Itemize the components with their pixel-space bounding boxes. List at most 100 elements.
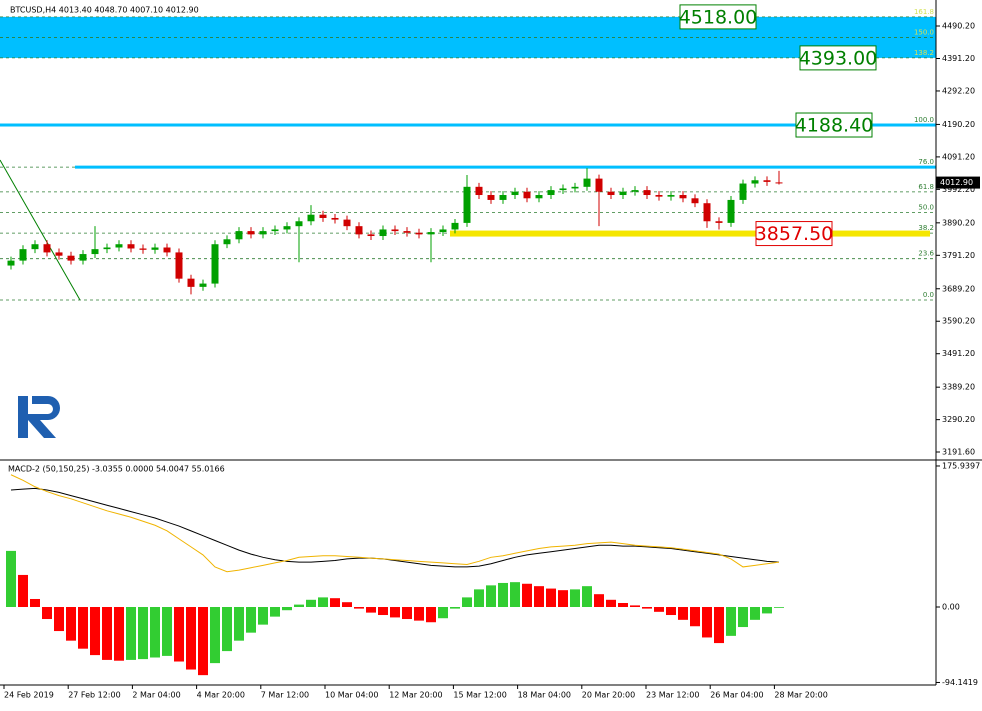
fib-label: 0.0 <box>923 291 934 299</box>
target-box <box>679 4 757 30</box>
candle-body <box>511 191 519 196</box>
candle-body <box>79 254 87 261</box>
histogram-bar <box>354 607 364 609</box>
x-tick-label: 2 Mar 04:00 <box>132 691 180 700</box>
candle-body <box>715 221 723 223</box>
candle-body <box>151 247 159 250</box>
candle-body <box>595 178 603 192</box>
target-label: 4518.00 <box>679 6 758 28</box>
histogram-bar <box>6 550 16 608</box>
candle-body <box>55 252 63 256</box>
histogram-bar <box>438 607 448 619</box>
candle-body <box>7 260 15 266</box>
histogram-bar <box>30 598 40 608</box>
histogram-bar <box>714 607 724 644</box>
fib-label: 50.0 <box>918 203 934 211</box>
candle-body <box>499 195 507 200</box>
histogram-bar <box>390 607 400 618</box>
y-tick-label: -94.1419 <box>942 678 978 687</box>
histogram-bar <box>150 607 160 658</box>
target-box <box>799 45 877 71</box>
histogram-bar <box>54 607 64 632</box>
candle-body <box>667 195 675 197</box>
indicator-title: MACD-2 (50,150,25) -3.0355 0.0000 54.004… <box>8 465 225 474</box>
y-tick-label: 0.00 <box>942 603 960 612</box>
histogram-bar <box>570 589 580 608</box>
fib-label: 38.2 <box>918 224 934 232</box>
candle-body <box>43 244 51 253</box>
candle-body <box>67 255 75 261</box>
histogram-bar <box>594 594 604 608</box>
candle-body <box>631 190 639 192</box>
candle-body <box>571 186 579 189</box>
y-tick-label: 4391.20 <box>942 54 975 63</box>
candle-body <box>115 244 123 248</box>
y-tick-label: 3590.20 <box>942 317 975 326</box>
candle-body <box>355 226 363 235</box>
candle-body <box>199 283 207 287</box>
target-label: 4393.00 <box>799 47 878 69</box>
x-tick-label: 27 Feb 12:00 <box>68 691 120 700</box>
y-tick-label: 3491.20 <box>942 349 975 358</box>
target-label: 3857.50 <box>755 223 834 245</box>
target-box <box>755 221 833 247</box>
candle-body <box>331 217 339 220</box>
candle-body <box>283 226 291 230</box>
histogram-bar <box>678 607 688 620</box>
candle-body <box>607 191 615 196</box>
x-tick-label: 26 Mar 04:00 <box>710 691 763 700</box>
histogram-bar <box>738 607 748 628</box>
histogram-bar <box>762 607 772 614</box>
candle-body <box>439 229 447 233</box>
candle-body <box>259 231 267 235</box>
current-price-label: 4012.90 <box>940 178 973 187</box>
candle-body <box>703 203 711 222</box>
candle-body <box>619 191 627 196</box>
histogram-bar <box>414 607 424 621</box>
histogram-bar <box>510 582 520 608</box>
candle-body <box>583 178 591 187</box>
histogram-bar <box>666 607 676 616</box>
x-tick-label: 12 Mar 20:00 <box>389 691 442 700</box>
candle-body <box>211 244 219 284</box>
histogram-bar <box>282 607 292 611</box>
histogram-bar <box>222 607 232 652</box>
candle-body <box>523 191 531 199</box>
histogram-bar <box>138 607 148 660</box>
logo-part <box>28 396 60 438</box>
candle-body <box>643 190 651 196</box>
histogram-bar <box>606 599 616 608</box>
candle-body <box>559 188 567 191</box>
logo <box>18 396 60 438</box>
histogram-bar <box>522 583 532 608</box>
histogram-bar <box>42 607 52 620</box>
x-tick-label: 7 Mar 12:00 <box>261 691 309 700</box>
histogram-bar <box>330 598 340 608</box>
candle-body <box>103 247 111 250</box>
y-tick-label: 3890.20 <box>942 218 975 227</box>
trend-line <box>0 159 81 301</box>
histogram-bar <box>78 607 88 649</box>
candle-body <box>163 247 171 253</box>
x-tick-label: 15 Mar 12:00 <box>453 691 506 700</box>
candle-body <box>415 232 423 235</box>
histogram-bar <box>654 607 664 612</box>
candle-body <box>379 229 387 237</box>
histogram-bar <box>258 607 268 625</box>
x-tick-label: 20 Mar 20:00 <box>582 691 635 700</box>
y-tick-label: 4292.20 <box>942 86 975 95</box>
candle-body <box>775 182 783 184</box>
histogram-bar <box>102 607 112 660</box>
candle-body <box>91 249 99 255</box>
histogram-bar <box>18 574 28 608</box>
candle-body <box>751 180 759 184</box>
candle-body <box>139 248 147 250</box>
histogram-bar <box>126 607 136 660</box>
histogram-bar <box>294 604 304 608</box>
fib-label: 150.0 <box>914 29 934 37</box>
candle-body <box>295 221 303 227</box>
candle-body <box>691 198 699 204</box>
histogram-bar <box>618 602 628 608</box>
histogram-bar <box>114 607 124 661</box>
